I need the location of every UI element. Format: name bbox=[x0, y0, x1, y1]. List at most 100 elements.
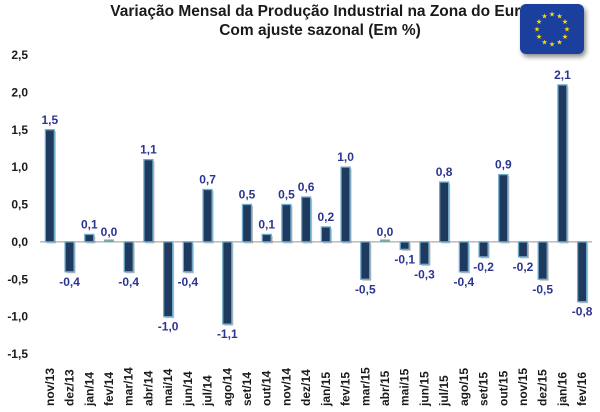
bar bbox=[498, 173, 509, 243]
flag-star: ★ bbox=[549, 41, 555, 49]
data-label: 0,5 bbox=[278, 188, 295, 202]
data-label: -0,5 bbox=[355, 282, 376, 296]
y-tick-label: 2,0 bbox=[11, 85, 28, 99]
flag-star: ★ bbox=[556, 13, 562, 21]
data-label: -1,0 bbox=[158, 320, 179, 334]
data-label: -0,5 bbox=[532, 282, 553, 296]
data-label: -0,8 bbox=[572, 305, 593, 319]
data-label: 1,0 bbox=[337, 150, 354, 164]
y-tick-label: 0,0 bbox=[11, 235, 28, 249]
y-tick-label: 2,5 bbox=[11, 48, 28, 62]
bar bbox=[182, 241, 194, 273]
data-label: 2,1 bbox=[554, 68, 571, 82]
x-tick-label: fev/16 bbox=[575, 372, 589, 406]
x-tick-label: set/15 bbox=[477, 372, 491, 406]
chart-subtitle: Com ajuste sazonal (Em %) bbox=[219, 22, 421, 39]
bar bbox=[438, 181, 450, 243]
bar bbox=[143, 158, 154, 243]
flag-star: ★ bbox=[534, 26, 540, 34]
bar bbox=[44, 129, 56, 243]
y-tick-label: -1,0 bbox=[7, 310, 28, 324]
bar bbox=[241, 203, 253, 243]
flag-star: ★ bbox=[562, 18, 568, 26]
data-label: -0,2 bbox=[473, 260, 494, 274]
flag-star: ★ bbox=[549, 11, 555, 19]
flag-star: ★ bbox=[536, 18, 542, 26]
bar bbox=[419, 241, 430, 265]
bar bbox=[458, 241, 470, 273]
x-tick-label: set/14 bbox=[240, 372, 254, 406]
bar bbox=[123, 241, 134, 273]
x-tick-label: mar/15 bbox=[358, 367, 372, 406]
x-tick-label: jun/14 bbox=[181, 371, 195, 407]
data-label: -1,1 bbox=[217, 327, 238, 341]
eu-flag-icon: ★ ★ ★ ★ ★ ★ ★ ★ ★ ★ ★ ★ bbox=[520, 4, 584, 54]
bar bbox=[84, 233, 95, 243]
data-label: -0,2 bbox=[513, 260, 534, 274]
x-tick-label: out/14 bbox=[260, 370, 274, 406]
data-label: 1,1 bbox=[140, 143, 157, 157]
x-tick-label: fev/15 bbox=[339, 372, 353, 406]
x-tick-label: abr/14 bbox=[141, 370, 155, 406]
data-label: -0,4 bbox=[454, 275, 475, 289]
x-tick-label: dez/14 bbox=[299, 369, 313, 406]
x-tick-label: ago/15 bbox=[457, 368, 471, 406]
y-tick-label: 0,5 bbox=[11, 198, 28, 212]
x-tick-label: dez/15 bbox=[536, 369, 550, 406]
bar bbox=[537, 241, 548, 280]
data-label: 0,8 bbox=[436, 165, 453, 179]
bar bbox=[399, 241, 410, 250]
bar bbox=[222, 241, 233, 325]
data-label: -0,4 bbox=[178, 275, 199, 289]
data-label: 0,1 bbox=[81, 217, 98, 231]
x-tick-label: jan/14 bbox=[82, 372, 96, 407]
bar bbox=[300, 196, 312, 243]
x-tick-label: mai/15 bbox=[398, 368, 412, 406]
data-label: -0,4 bbox=[118, 275, 139, 289]
y-tick-label: -1,5 bbox=[7, 347, 28, 361]
data-label: -0,3 bbox=[414, 267, 435, 281]
x-tick-label: abr/15 bbox=[378, 370, 392, 406]
y-tick-label: 1,5 bbox=[11, 123, 28, 137]
chart-title: Variação Mensal da Produção Industrial n… bbox=[110, 3, 530, 20]
bar bbox=[162, 241, 174, 318]
bar bbox=[202, 188, 213, 243]
flag-star: ★ bbox=[541, 13, 547, 21]
x-tick-label: jan/15 bbox=[319, 372, 333, 407]
data-label: 0,2 bbox=[318, 210, 335, 224]
x-tick-label: out/15 bbox=[496, 370, 510, 406]
data-label: -0,4 bbox=[59, 275, 80, 289]
x-tick-label: mar/14 bbox=[122, 367, 136, 406]
y-tick-label: 1,0 bbox=[11, 160, 28, 174]
x-tick-label: jul/15 bbox=[437, 375, 451, 407]
bar bbox=[557, 84, 568, 243]
x-tick-label: jul/14 bbox=[201, 375, 215, 407]
x-tick-label: ago/14 bbox=[220, 368, 234, 406]
y-tick-label: -0,5 bbox=[7, 272, 28, 286]
bar bbox=[360, 241, 371, 280]
data-label: 0,0 bbox=[377, 225, 394, 239]
bar bbox=[380, 239, 390, 243]
data-label: 1,5 bbox=[42, 113, 59, 127]
flag-star: ★ bbox=[541, 38, 547, 46]
bar bbox=[261, 233, 272, 243]
x-tick-label: jan/16 bbox=[555, 372, 569, 407]
bar bbox=[320, 226, 332, 243]
flag-star: ★ bbox=[564, 26, 570, 34]
data-label: 0,1 bbox=[258, 217, 275, 231]
chart-title-block: Variação Mensal da Produção Industrial n… bbox=[0, 2, 600, 40]
x-tick-label: nov/14 bbox=[279, 368, 293, 406]
bar bbox=[281, 203, 292, 243]
data-label: 0,7 bbox=[199, 173, 216, 187]
flag-star: ★ bbox=[562, 33, 568, 41]
x-tick-label: fev/14 bbox=[102, 372, 116, 406]
data-label: -0,1 bbox=[394, 252, 415, 266]
flag-star: ★ bbox=[536, 33, 542, 41]
flag-star: ★ bbox=[556, 38, 562, 46]
data-label: 0,0 bbox=[101, 225, 118, 239]
x-tick-label: nov/15 bbox=[516, 368, 530, 406]
x-tick-label: nov/13 bbox=[43, 368, 57, 406]
bar bbox=[517, 241, 529, 258]
x-tick-label: jun/15 bbox=[417, 371, 431, 407]
